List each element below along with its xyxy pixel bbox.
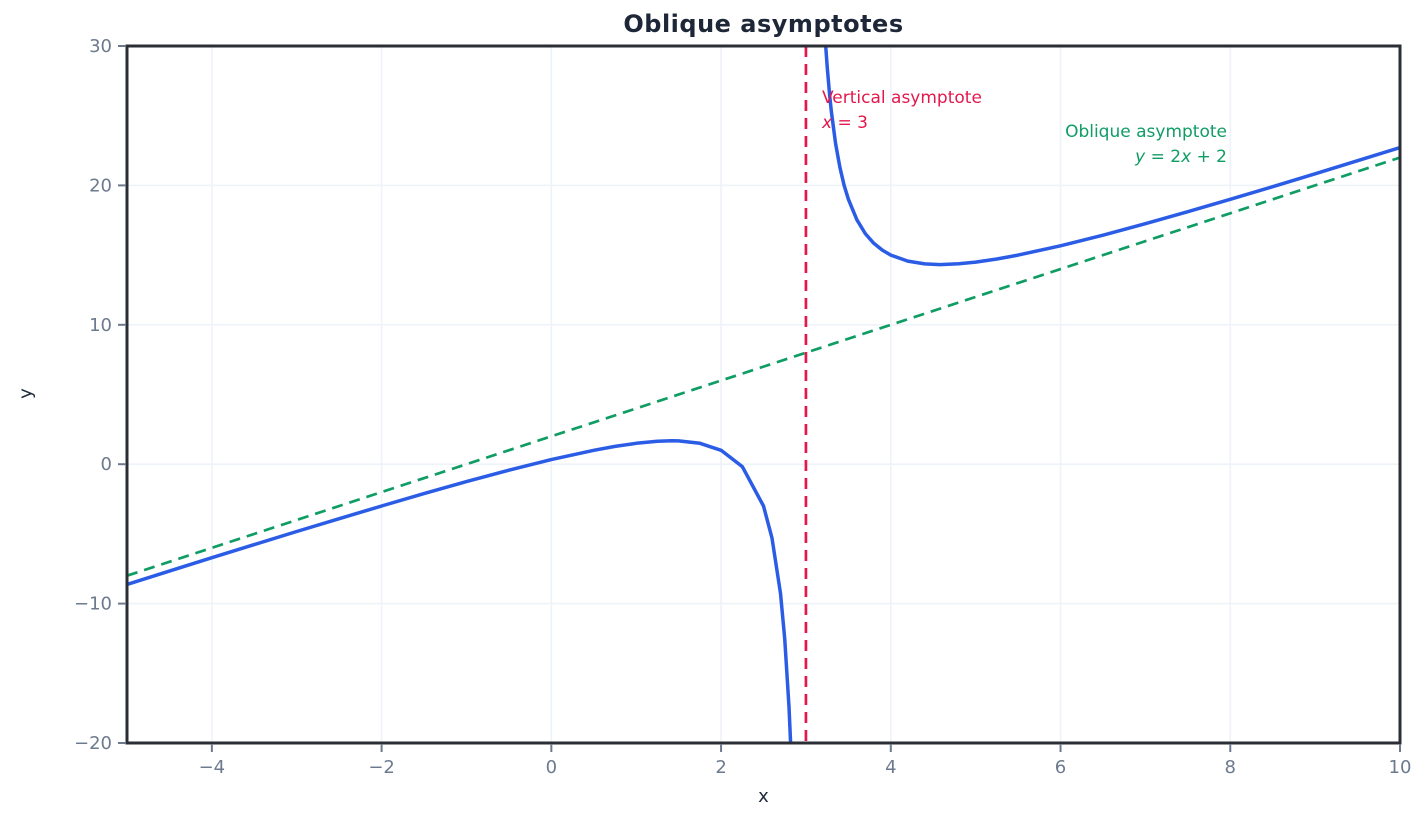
y-tick-label: 20 — [89, 175, 112, 196]
chart-title: Oblique asymptotes — [623, 10, 904, 38]
x-tick-label: 8 — [1225, 757, 1236, 778]
y-tick-label: −20 — [74, 733, 112, 754]
curve-right-branch — [823, 46, 1400, 267]
y-tick-label: 10 — [89, 315, 112, 336]
x-tick-label: 10 — [1389, 757, 1412, 778]
curve-left-branch — [127, 439, 793, 743]
plot-frame — [125, 44, 1402, 745]
oblique-asymptote-annotation-line2: y = 2x + 2 — [1135, 147, 1227, 167]
oblique-asymptote-line — [127, 156, 1400, 578]
oblique-asymptote-annotation-line1: Oblique asymptote — [1065, 122, 1227, 142]
series-group — [127, 46, 1400, 743]
y-tick-label: 30 — [89, 36, 112, 57]
x-tick-label: −2 — [368, 757, 395, 778]
oblique-asymptote-annotation: Oblique asymptote y = 2x + 2 — [1065, 120, 1227, 170]
vertical-asymptote-annotation-line1: Vertical asymptote — [822, 88, 982, 108]
x-tick-label: 2 — [715, 757, 726, 778]
y-tick-label: −10 — [74, 594, 112, 615]
x-tick-label: 4 — [885, 757, 896, 778]
vertical-asymptote-annotation: Vertical asymptote x = 3 — [822, 86, 982, 136]
x-tick-label: 0 — [546, 757, 557, 778]
y-axis-label: y — [15, 388, 37, 399]
x-tick-label: 6 — [1055, 757, 1066, 778]
x-axis-label: x — [758, 786, 769, 807]
x-tick-label: −4 — [199, 757, 226, 778]
y-tick-label: 0 — [101, 454, 112, 475]
vertical-asymptote-annotation-line2: x = 3 — [822, 113, 868, 133]
